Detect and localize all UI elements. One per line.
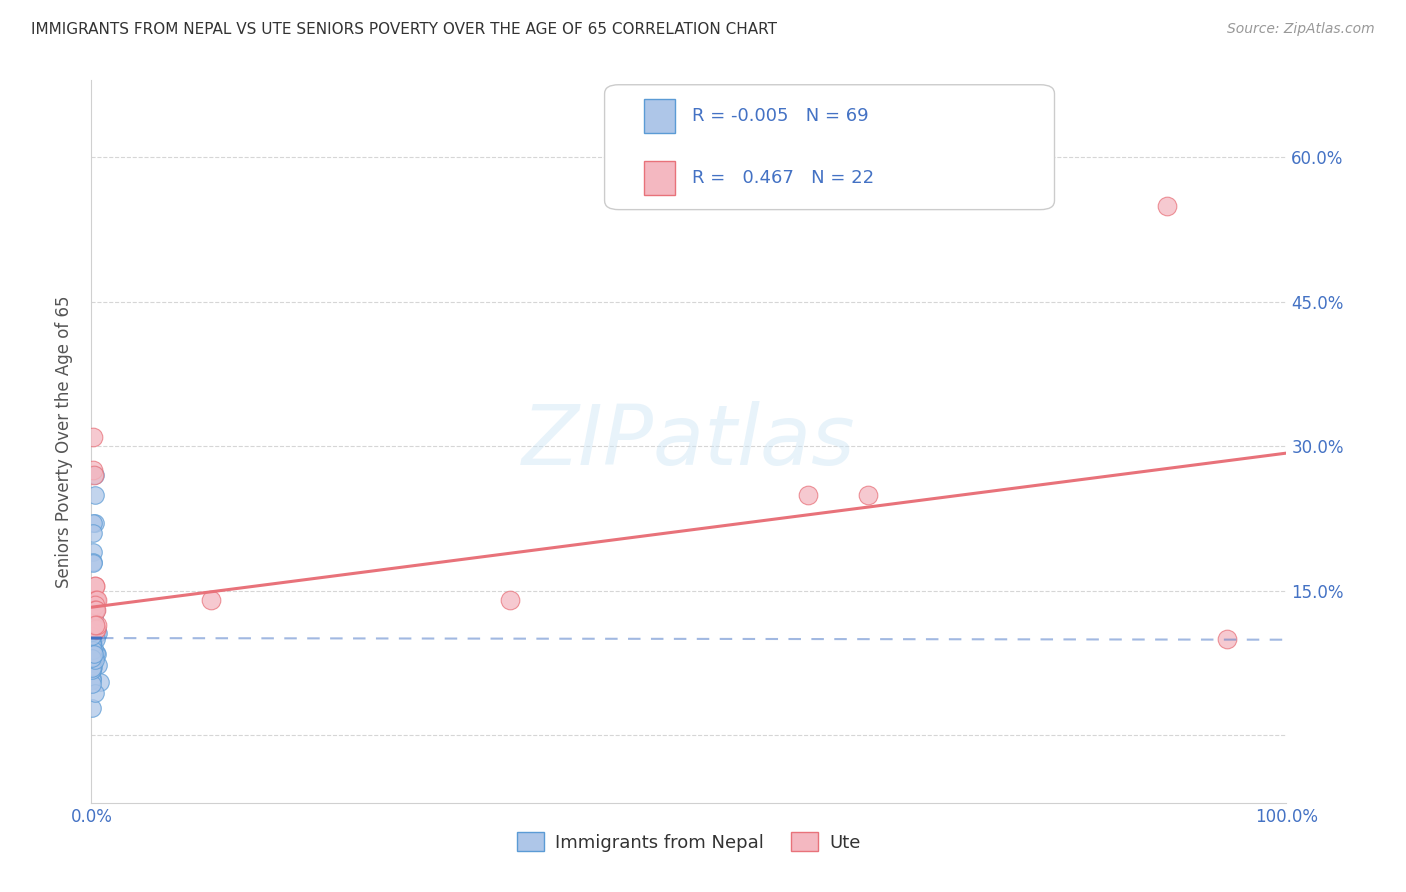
Point (84, 623, 107, 637)
Point (80, 608, 103, 623)
Point (86, 632, 108, 646)
Point (84, 685, 107, 699)
Point (83, 647, 105, 661)
Point (82, 526, 104, 541)
Point (80, 647, 103, 661)
Point (80, 700, 103, 714)
Y-axis label: Seniors Poverty Over the Age of 65: Seniors Poverty Over the Age of 65 (55, 295, 73, 588)
Point (82, 555, 104, 569)
Point (80, 643, 103, 657)
Point (80, 639, 103, 653)
Point (83, 616, 105, 631)
Point (82, 643, 104, 657)
Point (82, 621, 104, 635)
Point (84, 579, 107, 593)
Point (82, 656, 104, 670)
Point (82, 617, 104, 632)
Point (80, 631, 103, 645)
Point (80, 647, 103, 661)
Point (83, 647, 105, 661)
Point (80, 663, 103, 677)
Point (80, 625, 103, 640)
Point (82, 637, 104, 651)
Point (82, 628, 104, 642)
Point (1215, 632, 1237, 646)
Point (84, 603, 107, 617)
Point (80, 619, 103, 633)
Point (84, 593, 107, 607)
Point (82, 649, 104, 664)
Point (856, 487, 880, 501)
Point (89, 675, 111, 690)
Point (84, 646, 107, 660)
Point (84, 623, 107, 637)
Point (82, 545, 104, 559)
Point (80, 662, 103, 676)
Point (82, 600, 104, 615)
Point (86, 626, 108, 640)
Point (82, 671, 104, 685)
Point (84, 487, 107, 501)
Point (86, 617, 108, 632)
Text: IMMIGRANTS FROM NEPAL VS UTE SENIORS POVERTY OVER THE AGE OF 65 CORRELATION CHAR: IMMIGRANTS FROM NEPAL VS UTE SENIORS POV… (31, 22, 778, 37)
Legend: Immigrants from Nepal, Ute: Immigrants from Nepal, Ute (510, 825, 868, 859)
Point (82, 556, 104, 570)
Point (82, 636, 104, 650)
Point (80, 629, 103, 643)
Point (498, 593, 520, 607)
Point (82, 604, 104, 618)
Point (82, 644, 104, 658)
Point (80, 629, 103, 643)
Point (200, 593, 222, 607)
Text: R = -0.005   N = 69: R = -0.005 N = 69 (692, 107, 869, 125)
Point (84, 579, 107, 593)
Point (82, 634, 104, 648)
Point (84, 617, 107, 632)
Point (86, 593, 108, 607)
Point (82, 463, 104, 477)
Point (80, 677, 103, 691)
Point (80, 637, 103, 651)
Point (83, 609, 105, 624)
Point (82, 661, 104, 675)
Text: Source: ZipAtlas.com: Source: ZipAtlas.com (1227, 22, 1375, 37)
Point (80, 614, 103, 628)
Point (82, 516, 104, 531)
Point (797, 487, 820, 501)
Point (82, 430, 104, 444)
Point (86, 658, 108, 673)
Point (83, 593, 105, 607)
Point (86, 647, 108, 661)
Point (83, 468, 105, 483)
Point (1156, 198, 1178, 212)
Point (84, 603, 107, 617)
Point (80, 606, 103, 620)
Text: R =   0.467   N = 22: R = 0.467 N = 22 (692, 169, 875, 187)
Point (84, 603, 107, 617)
Point (83, 653, 105, 667)
Point (80, 630, 103, 644)
Point (80, 644, 103, 658)
Point (83, 640, 105, 655)
Text: ZIPatlas: ZIPatlas (522, 401, 856, 482)
Point (86, 624, 108, 639)
Point (84, 599, 107, 613)
Point (80, 615, 103, 629)
Point (82, 641, 104, 656)
Point (82, 638, 104, 652)
Point (84, 516, 107, 531)
Point (82, 632, 104, 647)
Point (84, 468, 107, 483)
Point (80, 629, 103, 643)
Point (80, 650, 103, 665)
Point (80, 673, 103, 687)
Point (80, 642, 103, 657)
Point (82, 659, 104, 673)
Point (80, 659, 103, 673)
Point (80, 644, 103, 658)
Point (82, 646, 104, 660)
Point (84, 603, 107, 617)
Point (83, 612, 105, 626)
